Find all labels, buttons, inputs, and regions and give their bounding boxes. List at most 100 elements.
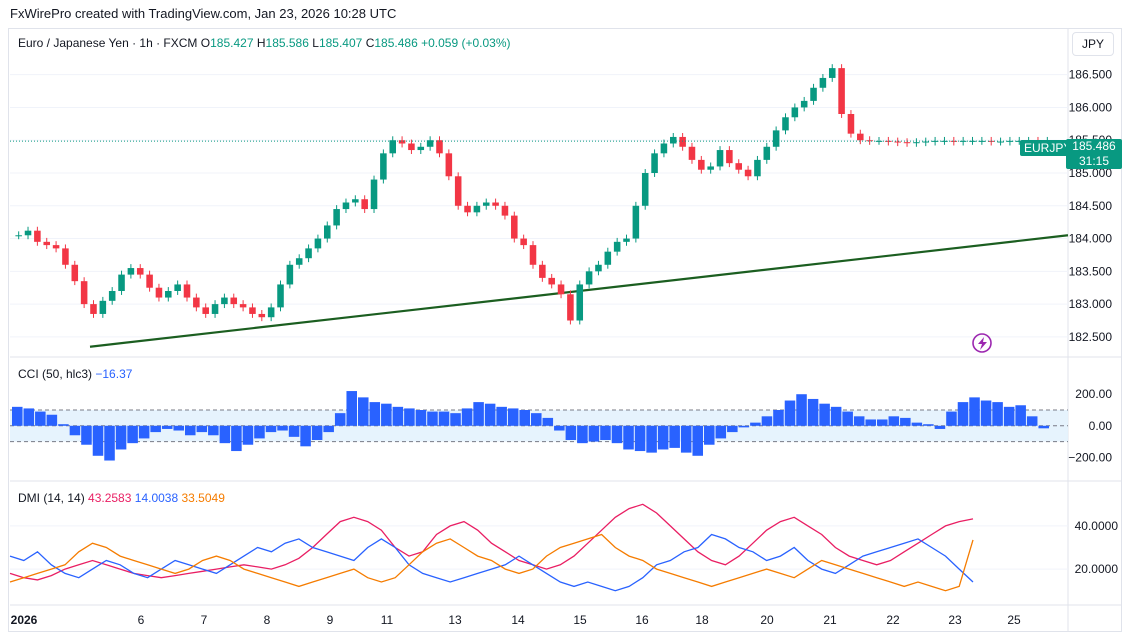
- cci-bar: [196, 425, 208, 433]
- candle-body: [604, 251, 612, 265]
- cci-bar: [957, 402, 969, 426]
- price-tick-label: 186.500: [1069, 68, 1113, 82]
- candle-body: [361, 199, 368, 210]
- price-tick-label: 186.000: [1069, 100, 1113, 114]
- candle-body: [127, 268, 135, 275]
- cci-bar: [369, 402, 381, 426]
- last-price: 185.486: [1072, 139, 1116, 153]
- cci-bar: [611, 425, 623, 444]
- candle-body: [613, 241, 621, 252]
- cci-bar: [980, 400, 992, 426]
- candle-body: [959, 140, 967, 142]
- cci-bar: [277, 425, 288, 431]
- adx-line: [9, 503, 974, 581]
- time-tick-label: 9: [327, 613, 334, 627]
- cci-bar: [23, 408, 35, 426]
- cci-bar: [946, 411, 957, 426]
- cci-bar: [69, 425, 81, 436]
- candle-body: [108, 291, 116, 301]
- cci-bar: [138, 425, 150, 439]
- cci-bar: [311, 425, 323, 440]
- cci-bar: [969, 397, 980, 426]
- time-tick-label: 13: [448, 613, 462, 627]
- candle-body: [913, 142, 920, 144]
- price-tick-label: 185.000: [1069, 166, 1113, 180]
- candle-body: [698, 159, 705, 170]
- cci-bar: [853, 416, 865, 426]
- candle-body: [539, 264, 546, 278]
- cci-bar: [704, 425, 715, 445]
- close-label: C: [365, 36, 375, 50]
- candle-body: [445, 153, 453, 177]
- high-value: 185.586: [265, 36, 309, 50]
- candle-body: [43, 241, 51, 246]
- cci-bar: [358, 397, 369, 426]
- cci-bar: [784, 400, 796, 426]
- time-tick-label: 23: [948, 613, 962, 627]
- candle-body: [193, 297, 200, 308]
- cci-bar: [265, 425, 277, 433]
- candle-body: [941, 140, 948, 142]
- dmi-tick-label: 40.0000: [1075, 519, 1119, 533]
- cci-bar: [657, 425, 669, 450]
- candle-body: [511, 215, 518, 239]
- price-tick-label: 182.500: [1069, 330, 1113, 344]
- cci-bar: [542, 417, 554, 426]
- candle-body: [426, 140, 434, 147]
- plus-di-value: 14.0038: [134, 491, 179, 505]
- candle-body: [24, 230, 32, 236]
- minus-di-value: 33.5049: [181, 491, 225, 505]
- candle-body: [370, 179, 378, 210]
- candle-body: [520, 238, 527, 246]
- candle-body: [155, 287, 163, 298]
- dmi-label[interactable]: DMI (14, 14): [18, 491, 85, 505]
- candle-body: [267, 307, 275, 318]
- plus-di-line: [9, 533, 974, 592]
- candle-body: [277, 284, 284, 308]
- candle-body: [221, 297, 228, 305]
- cci-bar: [392, 406, 404, 426]
- dmi-legend: DMI (14, 14) 43.2583 14.0038 33.5049: [18, 491, 225, 505]
- cci-bar: [692, 425, 703, 456]
- low-value: 185.407: [318, 36, 363, 50]
- candle-body: [118, 274, 125, 291]
- candle-body: [464, 205, 471, 213]
- cci-bar: [461, 408, 473, 426]
- time-tick-label: 14: [511, 613, 525, 627]
- cci-bar: [1003, 406, 1015, 426]
- candle-body: [735, 163, 743, 170]
- cci-bar: [750, 422, 761, 426]
- candle-body: [258, 313, 266, 318]
- candle-body: [772, 130, 780, 147]
- candle-body: [408, 143, 415, 151]
- cci-bar: [381, 403, 392, 426]
- cci-bar: [807, 398, 819, 426]
- watermark: FxWirePro created with TradingView.com, …: [10, 6, 397, 21]
- candle-body: [763, 146, 771, 160]
- time-tick-label: 16: [635, 613, 649, 627]
- lightning-icon: [972, 333, 992, 353]
- price-tick-label: 184.500: [1069, 199, 1113, 213]
- cci-label[interactable]: CCI (50, hlc3): [18, 367, 93, 381]
- candle-body: [136, 268, 144, 275]
- cci-bar: [46, 414, 58, 426]
- cci-bar: [923, 424, 934, 426]
- candle-body: [239, 304, 247, 308]
- price-tick-label: 183.500: [1069, 264, 1113, 278]
- candle-body: [931, 140, 939, 142]
- cci-legend: CCI (50, hlc3) −16.37: [18, 367, 132, 381]
- currency-button[interactable]: JPY: [1072, 32, 1114, 56]
- candle-body: [352, 199, 359, 203]
- symbol-price-tag: EURJPY: [1020, 140, 1076, 156]
- candle-body: [473, 205, 481, 213]
- cci-bar: [1026, 416, 1038, 426]
- candle-body: [15, 235, 22, 237]
- cci-bar: [208, 425, 219, 436]
- symbol-title[interactable]: Euro / Japanese Yen · 1h · FXCM: [18, 36, 198, 50]
- cci-bar: [35, 411, 46, 426]
- time-tick-label: 15: [573, 613, 587, 627]
- candle-body: [969, 140, 976, 142]
- candle-body: [202, 307, 209, 314]
- candle-body: [34, 230, 41, 242]
